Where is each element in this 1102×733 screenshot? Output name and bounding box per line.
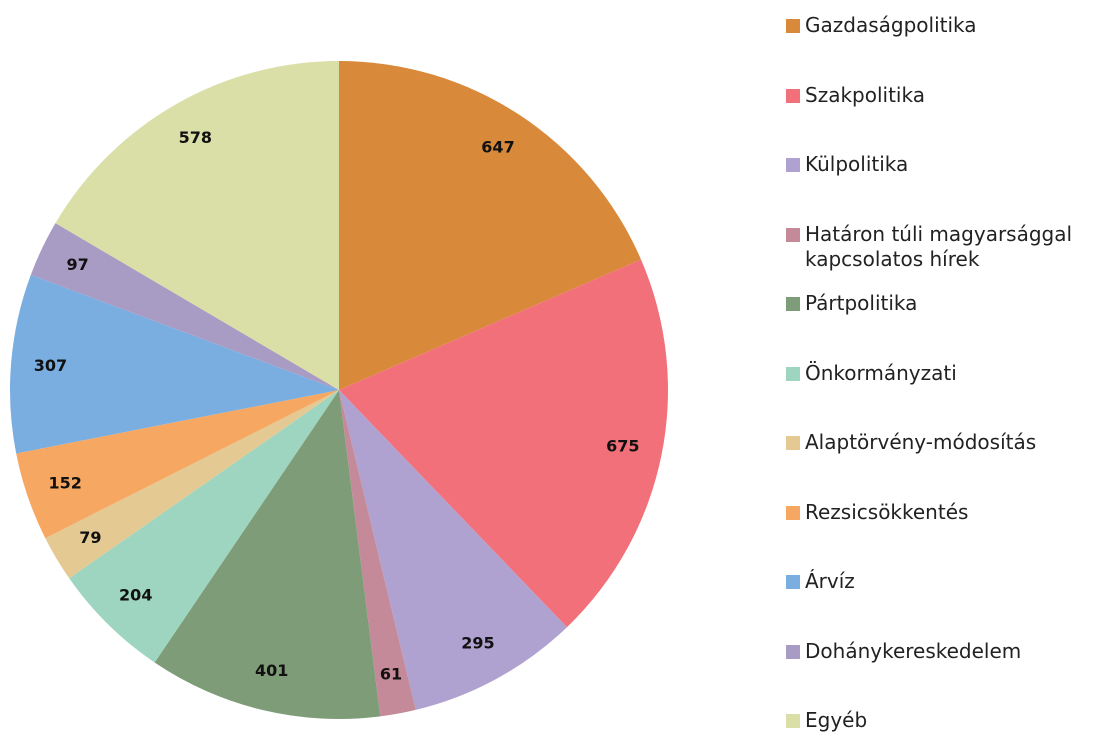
pie-slice: [55, 61, 339, 390]
data-label: 295: [461, 634, 494, 653]
data-label: 152: [48, 474, 81, 493]
legend-label: Önkormányzati: [805, 360, 957, 385]
legend-swatch: [786, 644, 800, 659]
legend-item: Árvíz: [786, 569, 1102, 594]
pie-chart: 647 675 295 61 401 204 79 152 307 97 578: [10, 61, 669, 719]
legend-swatch: [786, 575, 800, 589]
legend-swatch: [786, 714, 800, 728]
legend-swatch: [786, 19, 800, 33]
pie-slice: [339, 390, 567, 710]
legend-item: Egyéb: [786, 708, 1102, 733]
pie-slice: [339, 390, 416, 717]
legend-label: Gazdaságpolitika: [805, 13, 977, 37]
legend-swatch: [786, 297, 800, 311]
legend-label: Határon túli magyarsággal kapcsolatos hí…: [805, 221, 1073, 271]
legend-swatch: [786, 158, 800, 172]
legend-item: Rezsicsökkentés: [786, 500, 1102, 525]
data-label: 79: [79, 528, 101, 547]
legend-item: Alaptörvény-módosítás: [786, 430, 1102, 455]
pie-slice: [154, 390, 381, 719]
data-label: 204: [119, 586, 152, 605]
legend-swatch: [786, 227, 800, 242]
data-label: 307: [34, 356, 67, 375]
legend: Gazdaságpolitika Szakpolitika Külpolitika H…: [786, 0, 1102, 733]
legend-label: Pártpolitika: [805, 291, 918, 315]
legend-label: Külpolitika: [805, 152, 909, 176]
legend-item: Határon túli magyarsággal kapcsolatos hí…: [786, 222, 1102, 272]
pie-slice: [10, 274, 340, 454]
legend-item: Szakpolitika: [786, 83, 1102, 108]
legend-label: Alaptörvény-módosítás: [805, 430, 1037, 454]
legend-item: Külpolitika: [786, 152, 1102, 177]
legend-item: Gazdaságpolitika: [786, 13, 1102, 38]
pie-slice: [45, 390, 340, 579]
legend-swatch: [786, 366, 800, 381]
legend-label: Dohánykereskedelem: [805, 638, 1022, 663]
data-label: 97: [67, 255, 89, 274]
legend-item: Dohánykereskedelem: [786, 639, 1102, 664]
pie-slice: [30, 223, 339, 390]
legend-label: Szakpolitika: [805, 82, 925, 107]
legend-label: Egyéb: [805, 708, 868, 732]
data-label: 578: [179, 128, 212, 147]
pie-slice: [339, 61, 641, 390]
pie-slice: [69, 390, 340, 663]
data-label: 61: [380, 664, 402, 683]
pie-slice: [16, 390, 340, 539]
legend-item: Pártpolitika: [786, 291, 1102, 316]
data-label: 401: [255, 661, 288, 680]
data-label: 675: [606, 437, 639, 456]
data-label: 647: [481, 138, 514, 157]
legend-label: Rezsicsökkentés: [805, 499, 969, 524]
pie-slice: [339, 259, 669, 628]
legend-swatch: [786, 88, 800, 103]
legend-swatch: [786, 436, 800, 450]
legend-swatch: [786, 505, 800, 520]
legend-label: Árvíz: [805, 569, 855, 593]
legend-item: Önkormányzati: [786, 361, 1102, 386]
